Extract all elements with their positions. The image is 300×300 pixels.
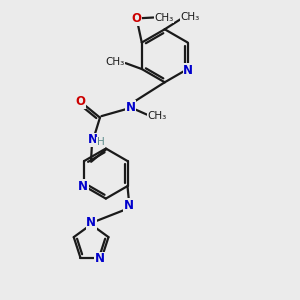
Text: N: N [124,199,134,212]
Text: CH₃: CH₃ [106,57,125,67]
Text: N: N [126,101,136,114]
Text: CH₃: CH₃ [154,13,173,22]
Text: H: H [97,137,105,147]
Text: O: O [75,95,85,108]
Text: N: N [78,180,88,193]
Text: N: N [183,64,193,77]
Text: N: N [86,216,96,229]
Text: N: N [88,133,98,146]
Text: O: O [132,13,142,26]
Text: CH₃: CH₃ [147,111,167,121]
Text: N: N [95,253,105,266]
Text: CH₃: CH₃ [181,13,200,22]
